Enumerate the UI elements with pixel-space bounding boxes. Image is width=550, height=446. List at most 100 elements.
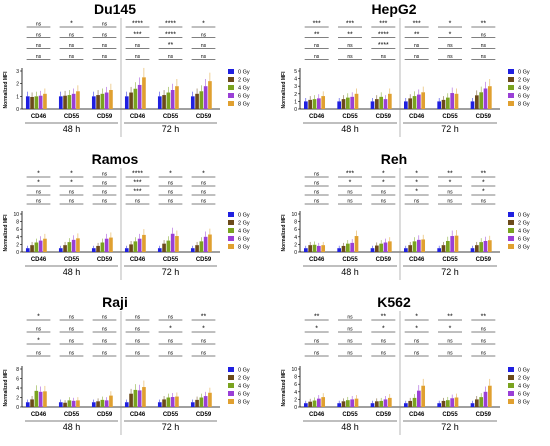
bar-0gy	[404, 101, 408, 109]
significance-label: ****	[132, 171, 143, 178]
legend-label: 2 Gy	[518, 376, 530, 382]
significance-label: ns	[168, 351, 174, 357]
significance-label: *	[169, 326, 172, 333]
bar-4gy	[34, 390, 39, 407]
significance-label: ns	[201, 190, 207, 196]
bar-6gy	[38, 240, 43, 252]
significance-label: ns	[69, 339, 75, 345]
bar-8gy	[109, 395, 113, 407]
bar-8gy	[421, 92, 426, 109]
bar-2gy	[341, 401, 346, 407]
legend-swatch	[508, 244, 514, 249]
significance-label: *	[415, 314, 418, 321]
y-tick-label: 0	[16, 107, 19, 113]
bar-6gy	[203, 396, 208, 407]
bar-2gy	[408, 245, 413, 252]
bar-4gy	[379, 243, 384, 252]
bar-8gy	[354, 236, 359, 252]
chart-panel-raji: Raji Normalized MFI 0 2 4 6 8 CD46 * ns * ns CD55 ns n…	[3, 294, 250, 435]
y-tick-label: 6	[294, 227, 297, 233]
significance-label: ns	[168, 339, 174, 345]
bar-4gy	[346, 97, 350, 109]
significance-label: ns	[347, 54, 353, 60]
legend-swatch	[508, 367, 514, 372]
y-tick-label: 1	[16, 94, 19, 100]
y-tick-label: 1	[294, 99, 297, 105]
significance-label: ns	[102, 351, 108, 357]
chart-panel-ramos: Ramos Normalized MFI 0 24 68 10 CD46 * * ns ns CD55…	[3, 151, 250, 280]
significance-label: ns	[69, 32, 75, 38]
bar-8gy	[43, 238, 47, 252]
bar-8gy	[321, 245, 326, 252]
bar-2gy	[341, 99, 346, 109]
significance-label: ns	[69, 199, 75, 205]
legend-swatch	[228, 383, 234, 388]
significance-label: ns	[314, 181, 320, 187]
y-tick-label: 4	[294, 77, 297, 83]
legend-label: 6 Gy	[238, 392, 250, 398]
significance-label: ns	[36, 199, 42, 205]
y-tick-label: 6	[294, 382, 297, 388]
bar-8gy	[109, 237, 113, 252]
significance-label: *	[37, 180, 40, 187]
bar-6gy	[104, 92, 109, 109]
bar-6gy	[203, 236, 208, 252]
legend-swatch	[228, 69, 234, 74]
significance-label: ***	[133, 31, 141, 38]
significance-label: *	[70, 21, 73, 28]
bar-4gy	[199, 91, 204, 109]
significance-label: ns	[135, 54, 141, 60]
category-label: CD46	[130, 114, 146, 120]
bar-2gy	[195, 399, 199, 407]
legend-label: 6 Gy	[518, 392, 530, 398]
bar-2gy	[308, 245, 313, 252]
bar-4gy	[133, 389, 138, 407]
bar-4gy	[100, 93, 105, 109]
y-tick-label: 8	[294, 220, 297, 226]
bar-8gy	[488, 86, 492, 109]
legend-swatch	[508, 85, 514, 90]
significance-label: ns	[481, 339, 487, 345]
bar-6gy	[104, 238, 109, 252]
category-label: CD46	[31, 412, 47, 418]
bar-0gy	[157, 248, 162, 252]
significance-label: ns	[314, 199, 320, 205]
bar-0gy	[190, 248, 195, 252]
significance-label: ns	[201, 339, 207, 345]
y-tick-label: 10	[13, 212, 19, 218]
bar-2gy	[129, 393, 133, 407]
significance-label: ns	[347, 199, 353, 205]
significance-label: ns	[36, 351, 42, 357]
bar-2gy	[441, 400, 446, 407]
legend-label: 4 Gy	[518, 229, 530, 235]
panel-title: Ramos	[92, 151, 139, 167]
significance-label: ns	[168, 54, 174, 60]
bar-6gy	[170, 397, 175, 407]
bar-4gy	[412, 397, 417, 407]
y-tick-label: 6	[16, 227, 19, 233]
significance-label: **	[481, 314, 487, 321]
significance-label: ns	[347, 351, 353, 357]
significance-label: ns	[381, 54, 387, 60]
bar-2gy	[441, 245, 446, 252]
category-label: CD46	[309, 257, 325, 263]
group-label: 72 h	[441, 267, 459, 277]
category-label: CD59	[476, 114, 492, 120]
significance-label: ns	[414, 54, 420, 60]
chart-panel-reh: Reh Normalized MFI 0 24 68 10 CD46 ns ns ns ns CD55…	[281, 151, 530, 280]
legend-swatch	[228, 391, 234, 396]
legend-swatch	[508, 383, 514, 388]
bar-0gy	[58, 248, 63, 252]
bar-4gy	[379, 400, 384, 407]
bar-6gy	[71, 93, 76, 109]
significance-label: ns	[168, 199, 174, 205]
bar-6gy	[450, 93, 455, 109]
significance-label: ns	[102, 172, 108, 178]
bar-4gy	[479, 92, 484, 109]
significance-label: *	[202, 21, 205, 28]
legend-label: 8 Gy	[238, 400, 250, 406]
bar-4gy	[312, 400, 317, 407]
legend-label: 2 Gy	[518, 221, 530, 227]
significance-label: ns	[481, 54, 487, 60]
